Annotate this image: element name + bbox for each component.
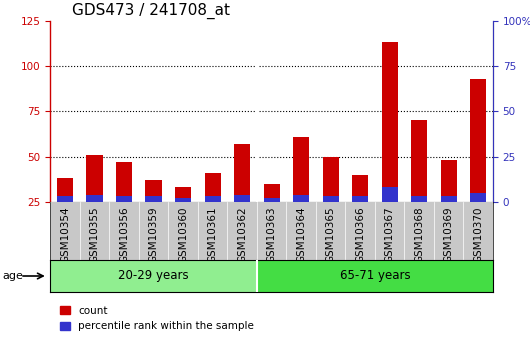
Bar: [57, 196, 73, 202]
Text: 20-29 years: 20-29 years: [118, 269, 189, 283]
Bar: [234, 195, 250, 202]
Bar: [116, 196, 132, 202]
Bar: [175, 187, 191, 202]
Bar: [175, 198, 191, 202]
Bar: [440, 160, 457, 202]
Bar: [323, 157, 339, 202]
Bar: [470, 193, 486, 202]
Bar: [116, 162, 132, 202]
Bar: [57, 178, 73, 202]
Bar: [293, 137, 309, 202]
Bar: [352, 196, 368, 202]
Text: GDS473 / 241708_at: GDS473 / 241708_at: [73, 3, 231, 19]
Legend: count, percentile rank within the sample: count, percentile rank within the sample: [56, 302, 259, 335]
Bar: [382, 187, 398, 202]
Bar: [382, 42, 398, 202]
Text: age: age: [3, 271, 23, 281]
Bar: [470, 79, 486, 202]
Bar: [352, 175, 368, 202]
Bar: [205, 196, 220, 202]
Bar: [86, 155, 103, 202]
Bar: [411, 120, 427, 202]
Bar: [86, 195, 103, 202]
Bar: [257, 260, 493, 292]
Bar: [50, 260, 257, 292]
Bar: [146, 196, 162, 202]
Bar: [323, 196, 339, 202]
Bar: [234, 144, 250, 202]
Bar: [440, 196, 457, 202]
Bar: [205, 173, 220, 202]
Text: 65-71 years: 65-71 years: [340, 269, 410, 283]
Bar: [263, 198, 280, 202]
Bar: [263, 184, 280, 202]
Bar: [293, 195, 309, 202]
Bar: [146, 180, 162, 202]
Bar: [411, 196, 427, 202]
